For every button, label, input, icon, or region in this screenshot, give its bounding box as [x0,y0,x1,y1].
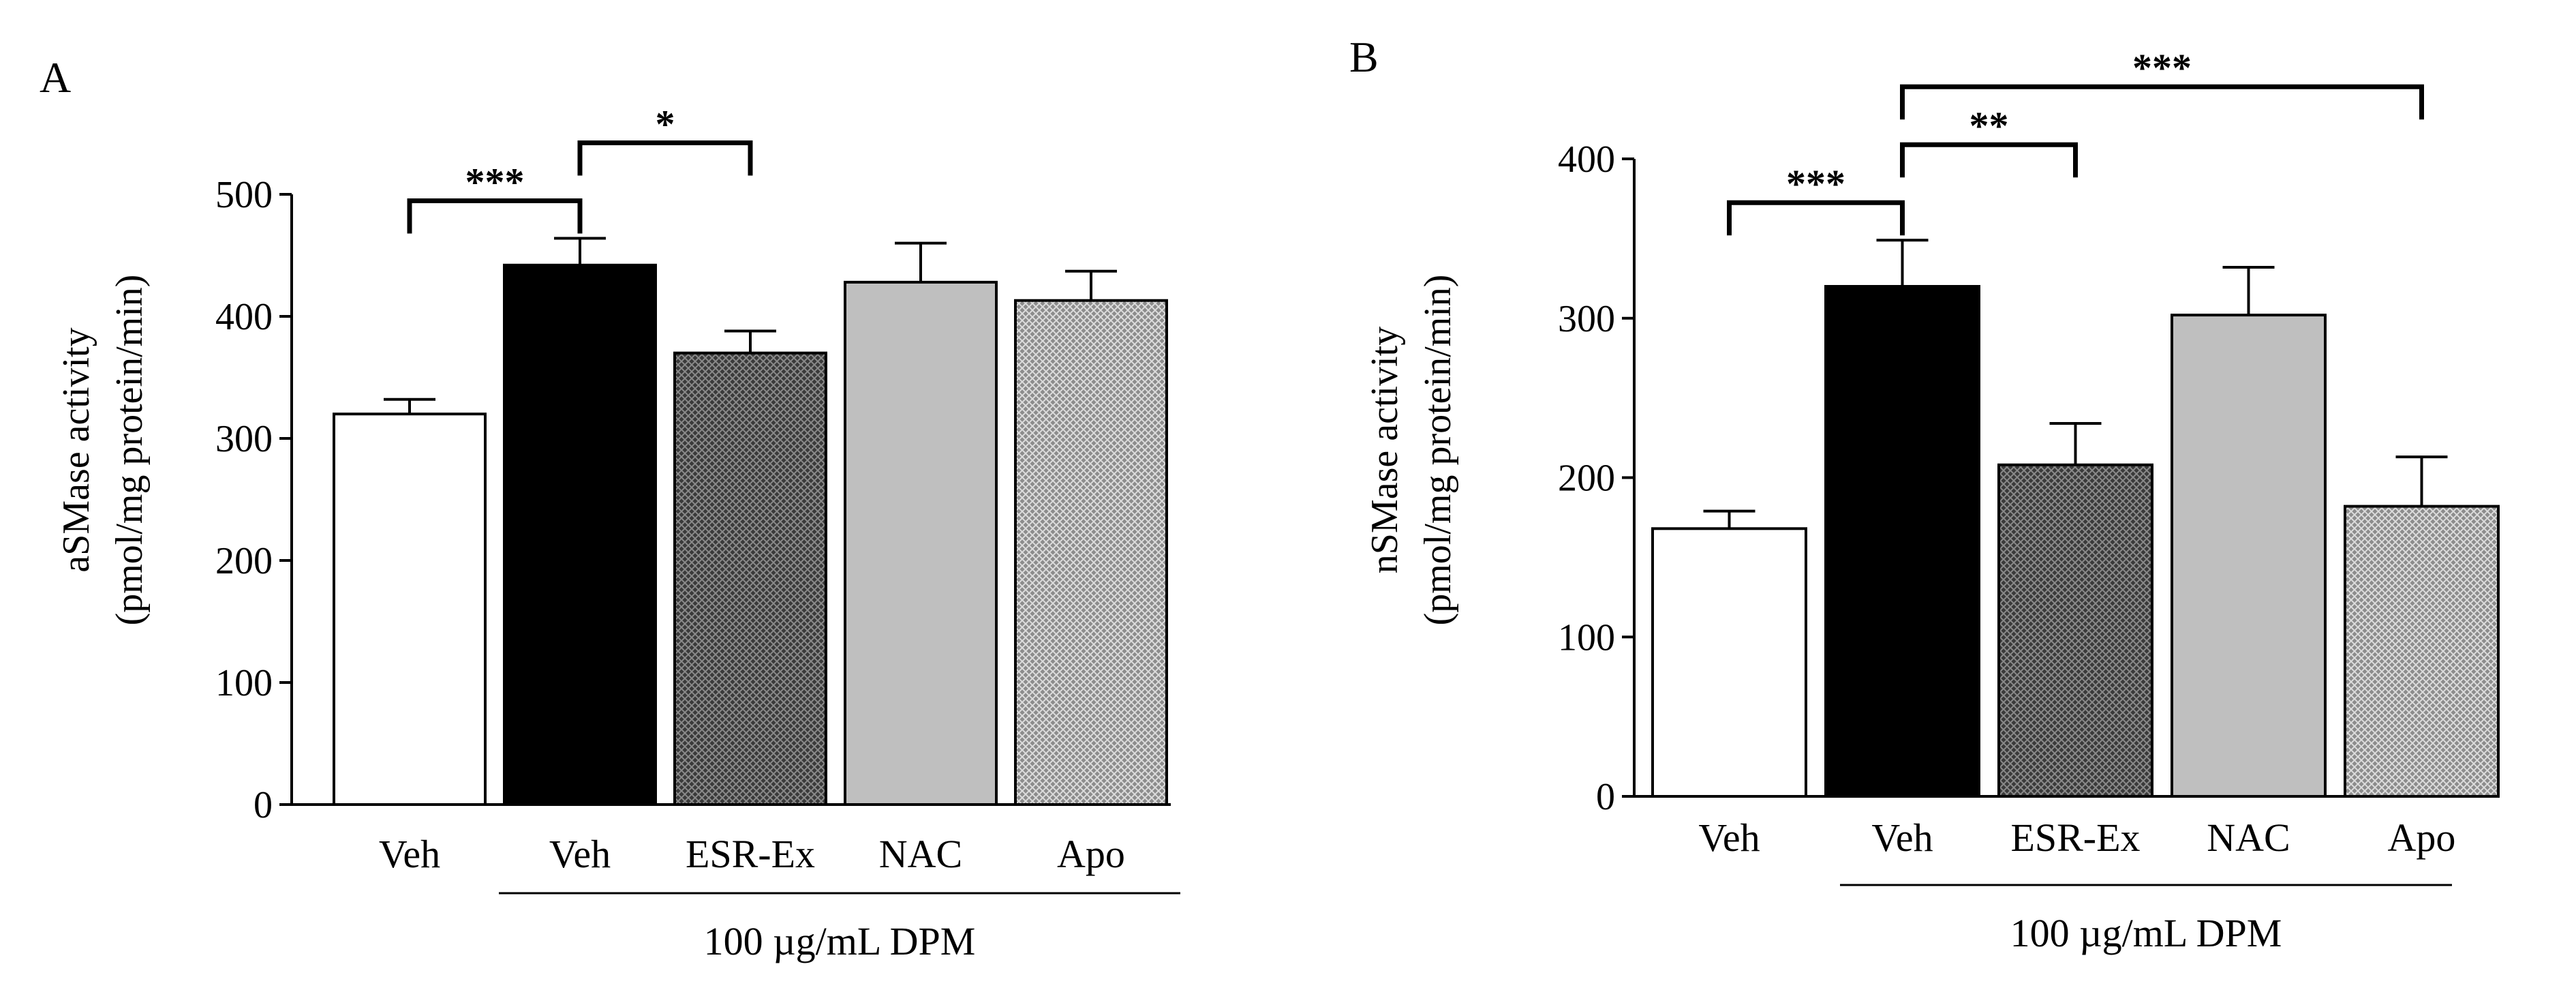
y-axis-label-units: (pmol/mg protein/min) [1417,275,1459,626]
category-label: Veh [1698,815,1760,860]
y-axis-label-units: (pmol/mg protein/min) [108,275,151,626]
y-axis-label: aSMase activity [55,327,97,572]
bar [673,351,827,806]
y-axis: 0 100 200 300 400 [1558,138,1636,818]
significance-bracket [407,198,583,234]
bar [333,412,487,806]
category-label: Apo [1057,832,1125,876]
panel-label: A [40,53,71,102]
panel-label: B [1349,33,1379,81]
y-tick-label: 0 [254,784,273,826]
group-label: 100 µg/mL DPM [704,919,976,963]
significance-bracket [1900,84,2424,120]
x-axis: Veh Veh ESR-Ex NAC Apo [1634,795,2456,860]
bar [844,280,998,806]
category-label: ESR-Ex [686,832,815,876]
bar [2171,314,2327,798]
category-label: Veh [1871,815,1933,860]
y-tick-label: 0 [1596,776,1615,818]
category-label: Veh [379,832,440,876]
bar [1014,299,1168,807]
significance-label: ** [1969,104,2009,148]
y-tick-label: 300 [215,418,273,460]
bars [333,237,1168,807]
y-tick-label: 300 [1558,298,1615,340]
bar [1824,285,1980,798]
x-axis: Veh Veh ESR-Ex NAC Apo [292,803,1171,876]
bar [2344,505,2500,798]
significance-label: *** [465,160,525,204]
category-label: Veh [549,832,611,876]
significance-bracket [1727,200,1905,236]
significance-bracket [577,140,753,176]
y-tick-label: 100 [1558,616,1615,659]
significance-label: *** [1786,162,1845,206]
category-label: NAC [879,832,962,876]
y-tick-label: 200 [215,540,273,582]
significance-brackets: ******** [1727,46,2424,236]
y-tick-label: 400 [215,296,273,338]
y-axis: 0 100 200 300 400 500 [215,174,293,826]
category-label: NAC [2207,815,2290,860]
y-tick-label: 100 [215,662,273,704]
bars [1651,239,2500,798]
category-label: Apo [2388,815,2456,860]
group-label: 100 µg/mL DPM [2010,911,2282,955]
significance-label: *** [2132,46,2192,90]
panel-a: A aSMase activity (pmol/mg protein/min) … [40,53,1180,963]
significance-bracket [1900,142,2078,178]
significance-label: * [656,102,675,146]
y-tick-label: 200 [1558,457,1615,500]
bar [1651,527,1807,798]
bar [503,263,657,806]
panel-b: B nSMase activity (pmol/mg protein/min) … [1349,33,2500,955]
y-axis-label: nSMase activity [1364,327,1406,573]
y-tick-label: 500 [215,174,273,216]
y-tick-label: 400 [1558,138,1615,181]
category-label: ESR-Ex [2010,815,2140,860]
bar [1997,463,2153,798]
significance-brackets: **** [407,102,753,234]
